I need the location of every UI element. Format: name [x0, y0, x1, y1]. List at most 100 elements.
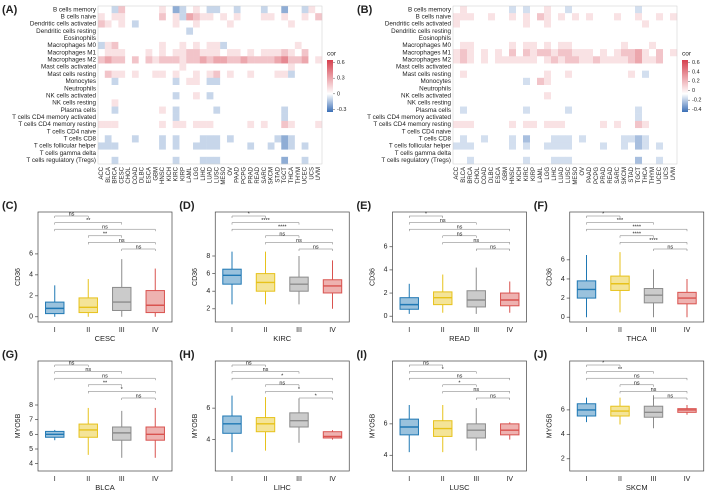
heat-cell [260, 92, 268, 100]
heat-cell [138, 106, 146, 114]
heat-cell [663, 106, 671, 114]
heat-cell [628, 56, 636, 64]
heat-cell [172, 149, 180, 158]
heat-cell [240, 106, 248, 114]
heat-cell [544, 41, 552, 50]
heat-cell [301, 92, 309, 100]
heat-cell [104, 63, 112, 71]
x-tick-label: II [618, 476, 622, 483]
heat-cell [240, 49, 248, 57]
heat-cell [267, 128, 275, 136]
heat-cell [159, 77, 167, 86]
heat-cell [565, 142, 573, 150]
row-label: T cells CD8 [64, 136, 97, 143]
heat-cell [165, 49, 173, 57]
comparison-bracket [231, 228, 333, 232]
colorbar-tick-label: -0.2 [692, 98, 701, 104]
heat-cell [213, 156, 221, 165]
heat-cell [495, 77, 503, 86]
heat-cell [607, 41, 615, 50]
heat-cell [523, 77, 531, 86]
heat-cell [138, 41, 146, 50]
y-tick-label: 2 [206, 306, 210, 313]
heat-cell [495, 27, 503, 35]
heat-cell [551, 85, 559, 93]
heat-cell [159, 56, 167, 64]
column-label: KICH [167, 167, 173, 181]
comparison-bracket [586, 377, 688, 381]
heat-cell [523, 6, 531, 14]
heat-cell [614, 70, 622, 79]
heat-cell [537, 99, 545, 107]
heat-cell [288, 156, 296, 165]
row-label: T cells gamma delta [40, 150, 97, 157]
heat-cell [254, 135, 262, 143]
heat-cell [502, 99, 510, 107]
heat-cell [260, 6, 268, 14]
heat-cell [474, 142, 482, 150]
heat-cell [165, 99, 173, 107]
heat-cell [199, 63, 207, 71]
heat-cell [226, 20, 234, 28]
heat-cell [220, 120, 228, 129]
heat-cell [579, 113, 587, 122]
heat-cell [240, 56, 248, 64]
heat-cell [226, 156, 234, 165]
heat-cell [186, 20, 194, 28]
heat-cell [649, 20, 657, 28]
x-tick-label: III [651, 476, 657, 483]
heat-cell [213, 41, 221, 50]
heat-cell [621, 142, 629, 150]
comparison-bracket [298, 248, 333, 251]
heat-cell [226, 6, 234, 14]
heat-cell [260, 135, 268, 143]
comparison-label: * [425, 211, 428, 217]
heat-cell [104, 6, 112, 14]
heat-cell [663, 135, 671, 143]
heat-cell [199, 34, 207, 43]
heat-cell [600, 113, 608, 122]
heat-cell [145, 92, 153, 100]
heat-cell [111, 13, 119, 21]
row-label: NK cells activated [46, 92, 97, 99]
heat-cell [635, 49, 643, 57]
heat-cell [152, 63, 160, 71]
heat-cell [281, 34, 289, 43]
heat-cell [159, 27, 167, 35]
heat-cell [523, 142, 531, 150]
heat-cell [288, 92, 296, 100]
heat-cell [621, 6, 629, 14]
heat-cell [254, 41, 262, 50]
x-axis-label: READ [449, 334, 470, 343]
heat-cell [453, 77, 461, 86]
heat-cell [193, 142, 201, 150]
heat-cell [220, 99, 228, 107]
heat-cell [220, 156, 228, 165]
heat-cell [460, 13, 468, 21]
y-tick-label: 4 [561, 431, 565, 438]
heat-cell [593, 120, 601, 129]
heat-cell [544, 13, 552, 21]
heat-cell [104, 34, 112, 43]
heat-cell [186, 142, 194, 150]
column-label: KICH [517, 167, 523, 181]
row-label: Monocytes [66, 78, 96, 85]
heat-cell [131, 120, 139, 129]
heat-cell [586, 77, 594, 86]
heat-cell [247, 13, 255, 21]
heat-cell [213, 142, 221, 150]
comparison-label: ns [457, 231, 463, 237]
heat-cell [607, 99, 615, 107]
heat-cell [118, 113, 126, 122]
heat-cell [523, 34, 531, 43]
heat-cell [220, 41, 228, 50]
heat-cell [98, 34, 105, 43]
heat-cell [607, 120, 615, 129]
column-label: LAML [538, 166, 544, 182]
heat-cell [558, 135, 566, 143]
heat-cell [274, 70, 282, 79]
heat-cell [260, 20, 268, 28]
heat-cell [453, 106, 461, 114]
heat-cell [488, 135, 496, 143]
heat-cell [226, 99, 234, 107]
